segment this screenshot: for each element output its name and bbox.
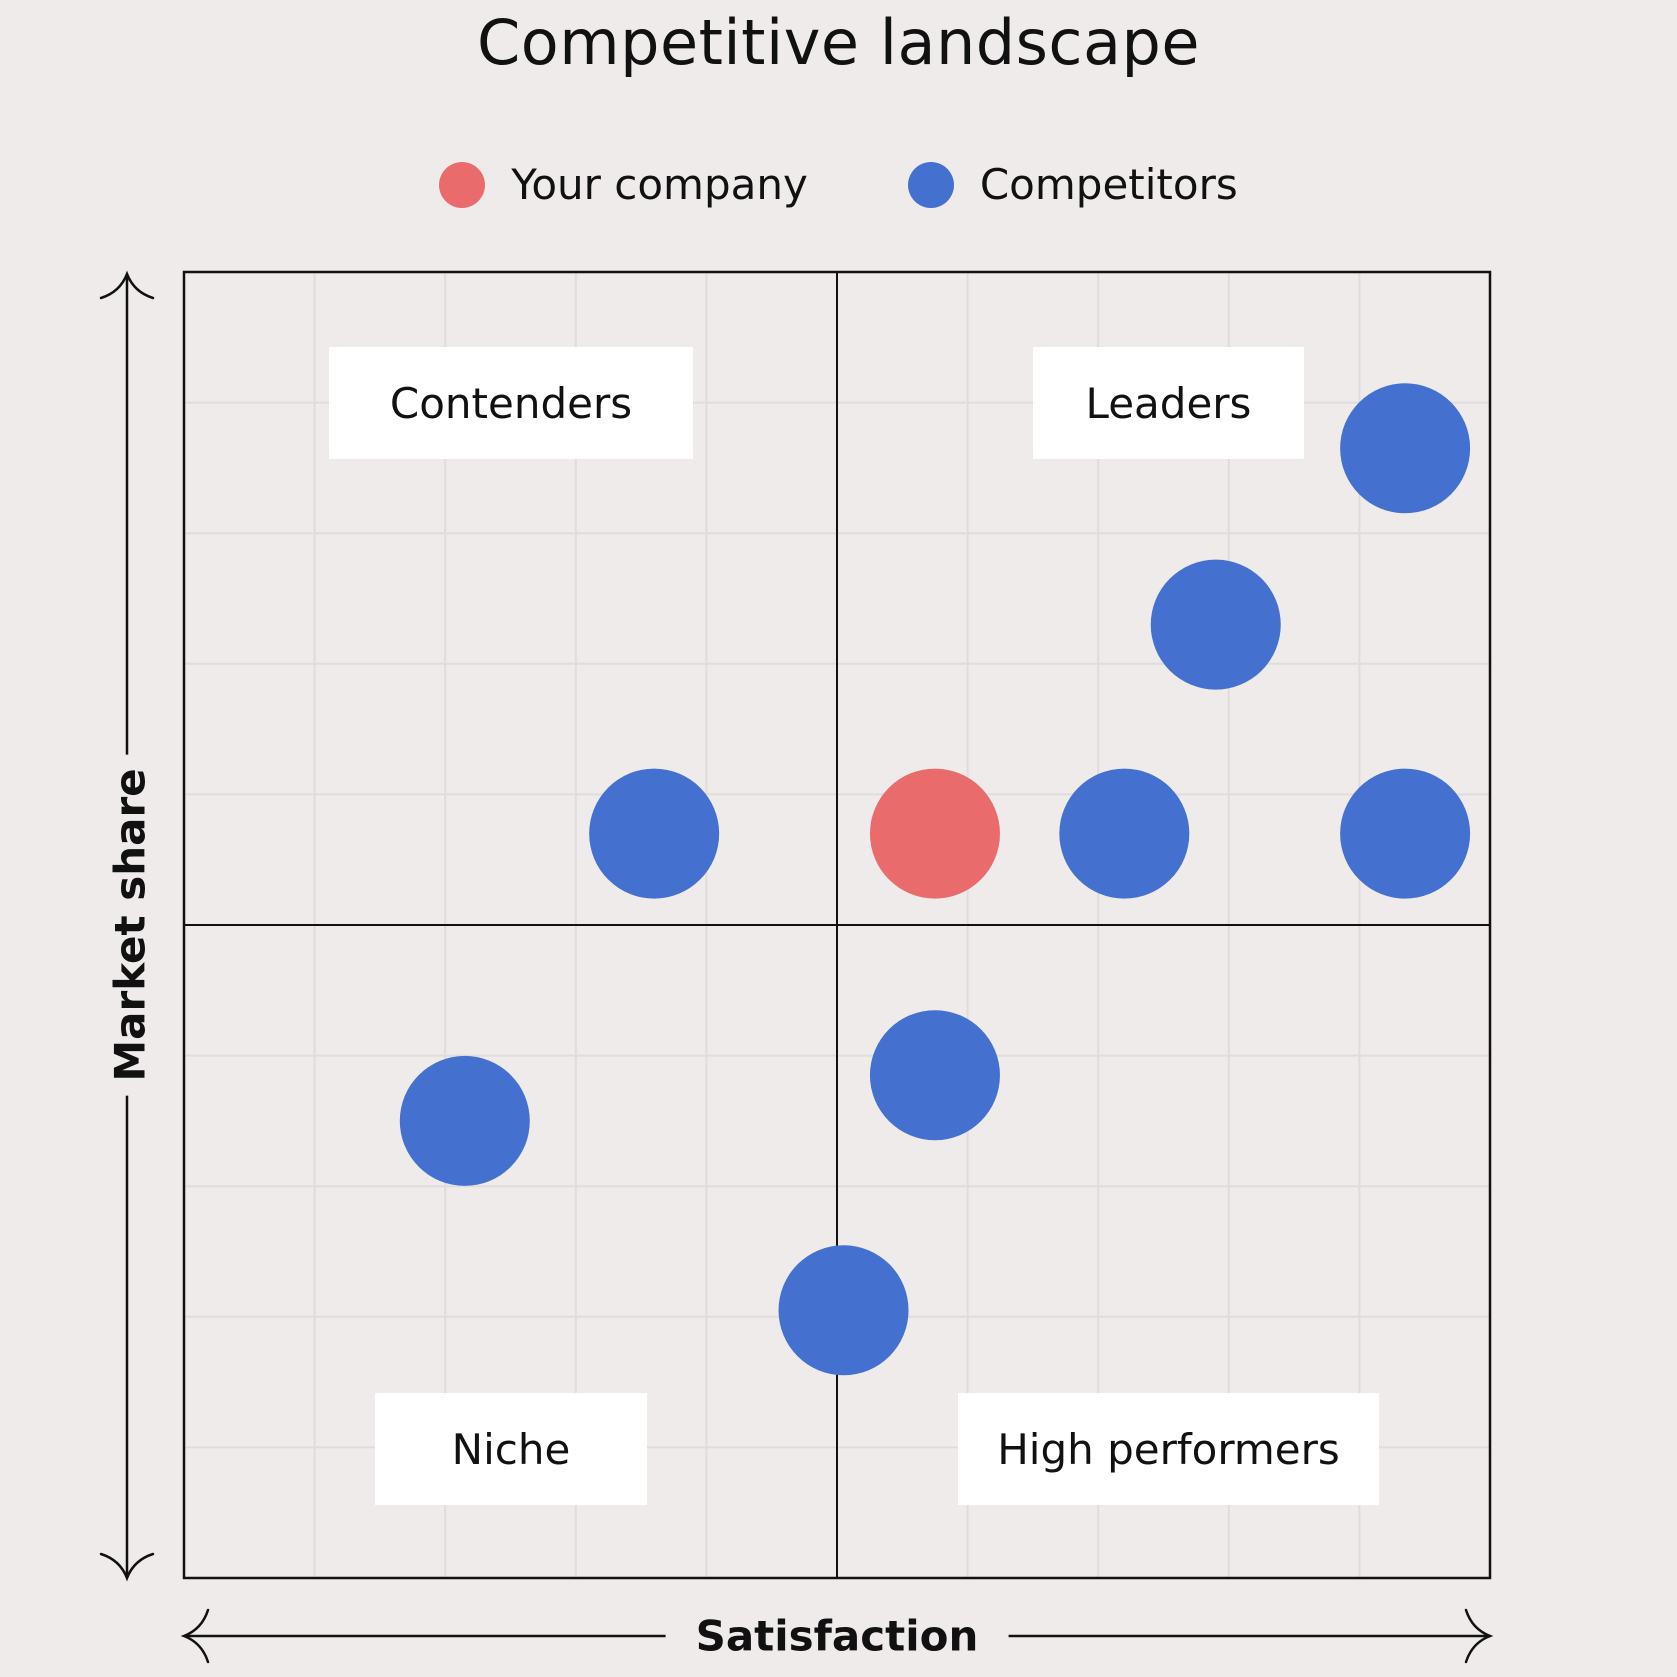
x-axis-arrow-right-icon xyxy=(1464,1608,1494,1664)
y-axis-arrow-up-icon xyxy=(99,270,155,300)
data-point-competitor xyxy=(1340,768,1471,899)
y-axis-arrow-down-icon xyxy=(99,1552,155,1582)
data-point-competitor xyxy=(778,1245,909,1376)
data-point-competitor xyxy=(1150,559,1281,690)
y-axis-label: Market share xyxy=(105,754,155,1096)
quadrant-label-high-performers: High performers xyxy=(958,1393,1379,1505)
data-point-competitor xyxy=(1340,383,1471,514)
chart-title: Competitive landscape xyxy=(477,6,1200,79)
quadrant-label-contenders: Contenders xyxy=(329,347,693,459)
x-axis-label: Satisfaction xyxy=(665,1611,1009,1661)
data-point-competitor xyxy=(399,1055,530,1186)
legend-label-your-company: Your company xyxy=(511,160,808,209)
x-axis-arrow-left-icon xyxy=(180,1608,210,1664)
legend-item-competitors: Competitors xyxy=(907,160,1238,209)
legend-swatch-your-company xyxy=(439,161,486,208)
data-point-competitor xyxy=(1059,768,1190,899)
legend-swatch-competitors xyxy=(907,161,954,208)
legend-label-competitors: Competitors xyxy=(979,160,1238,209)
data-point-your-company xyxy=(869,768,1000,899)
quadrant-label-leaders: Leaders xyxy=(1033,347,1304,459)
quadrant-label-niche: Niche xyxy=(375,1393,647,1505)
data-point-competitor xyxy=(589,768,720,899)
legend-item-your-company: Your company xyxy=(439,160,808,209)
data-point-competitor xyxy=(869,1010,1000,1141)
legend: Your company Competitors xyxy=(0,160,1677,209)
